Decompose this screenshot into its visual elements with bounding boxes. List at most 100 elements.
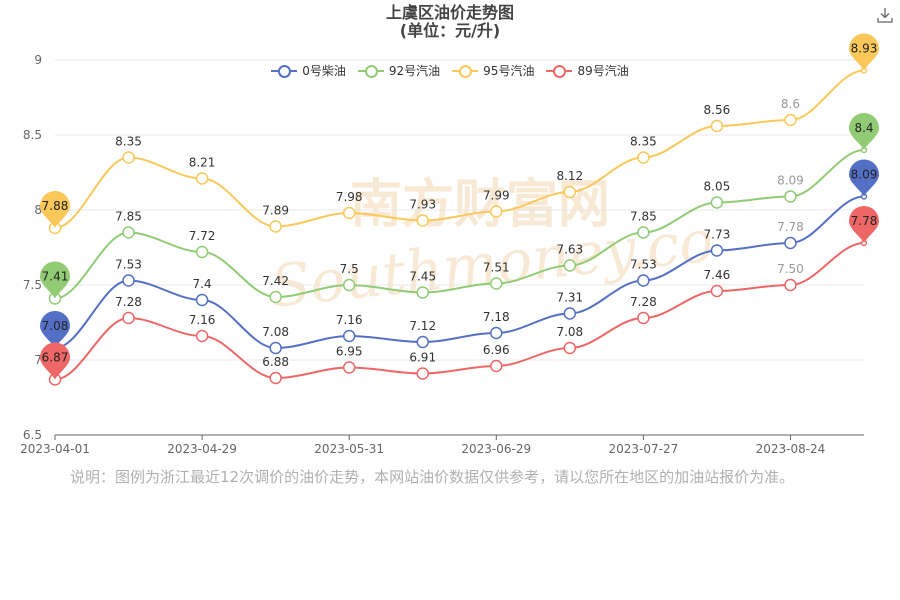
data-point (269, 341, 282, 355)
data-label: 6.91 (409, 351, 436, 365)
legend-item-3[interactable]: 89号汽油 (546, 62, 629, 79)
pin-shape (40, 191, 70, 228)
y-tick-label: 7.5 (23, 278, 42, 292)
data-point (122, 274, 135, 287)
data-point (416, 367, 429, 380)
data-label: 7.89 (262, 204, 289, 218)
legend-swatch (357, 64, 384, 78)
pin-label: 7.41 (42, 270, 69, 284)
y-tick-label: 8.5 (23, 128, 42, 142)
data-label: 7.85 (115, 210, 142, 224)
data-point (269, 290, 282, 304)
pin-label: 8.4 (854, 121, 873, 135)
data-point (563, 185, 577, 199)
pin-marker: 7.41 (40, 261, 70, 299)
x-tick-label: 2023-05-31 (314, 442, 384, 456)
data-label: 7.53 (115, 258, 142, 272)
data-label: 7.93 (409, 198, 436, 212)
data-point (637, 274, 650, 287)
data-point (416, 335, 429, 349)
data-label: 7.50 (777, 262, 804, 276)
pin-marker: 7.78 (849, 206, 879, 243)
pin-marker: 7.88 (40, 191, 70, 228)
legend-swatch (271, 64, 298, 78)
data-point (784, 236, 797, 250)
data-point (342, 278, 356, 292)
data-label: 8.09 (777, 174, 804, 188)
data-point (784, 278, 797, 292)
pin-shape (849, 159, 879, 197)
data-point (416, 286, 429, 299)
data-point (122, 151, 135, 164)
data-label: 6.95 (336, 345, 363, 359)
data-label: 7.42 (262, 274, 289, 288)
x-tick-label: 2023-08-24 (756, 442, 826, 456)
data-point (490, 205, 503, 218)
data-label: 6.88 (262, 355, 289, 369)
y-tick-label: 9 (34, 53, 42, 67)
y-tick-label: 7 (34, 353, 42, 367)
series-line-2 (54, 69, 865, 229)
data-label: 7.46 (704, 268, 731, 282)
legend-label: 0号柴油 (302, 64, 346, 78)
data-label: 7.16 (189, 313, 216, 327)
data-point (563, 259, 577, 272)
data-point (710, 284, 724, 298)
legend-item-1[interactable]: 92号汽油 (357, 62, 441, 79)
data-label: 8.56 (704, 103, 731, 117)
data-point (122, 311, 135, 325)
data-label: 7.72 (189, 229, 216, 243)
data-label: 8.05 (704, 180, 731, 194)
data-label: 7.31 (556, 291, 583, 305)
chart-title: 上虞区油价走势图 (385, 3, 514, 22)
data-label: 7.73 (704, 228, 731, 242)
data-point (637, 226, 650, 239)
data-label: 7.08 (262, 325, 289, 339)
data-point (710, 244, 724, 257)
download-icon[interactable] (876, 6, 894, 24)
data-label: 8.12 (556, 169, 583, 183)
pin-shape (849, 206, 879, 243)
data-label: 8.35 (630, 135, 657, 149)
pin-marker: 8.4 (849, 113, 879, 150)
data-label: 7.78 (777, 220, 804, 234)
legend-item-0[interactable]: 0号柴油 (271, 62, 346, 79)
data-point (563, 307, 577, 320)
chart-title-block: 上虞区油价走势图 (单位：元/升) (0, 4, 900, 40)
data-point (784, 190, 797, 203)
data-point (342, 361, 356, 374)
legend-label: 89号汽油 (577, 64, 629, 78)
pin-label: 7.78 (851, 214, 878, 228)
legend-item-2[interactable]: 95号汽油 (452, 62, 534, 79)
data-point (710, 119, 724, 133)
x-tick-label: 2023-04-29 (167, 442, 237, 456)
legend-label: 92号汽油 (388, 64, 441, 78)
data-label: 7.99 (483, 189, 510, 203)
pin-marker: 7.08 (40, 311, 70, 348)
data-label: 7.85 (630, 210, 657, 224)
series-line-0 (54, 195, 865, 350)
x-tick-label: 2023-06-29 (461, 442, 531, 456)
data-label: 7.45 (409, 270, 436, 284)
pin-label: 7.08 (42, 319, 69, 333)
data-point (342, 206, 356, 220)
data-label: 7.08 (556, 325, 583, 339)
data-label: 7.63 (556, 243, 583, 257)
data-point (195, 329, 209, 343)
pin-shape (849, 33, 879, 71)
data-point (269, 220, 282, 233)
data-point (490, 277, 503, 290)
data-point (195, 293, 209, 307)
data-label: 7.12 (409, 319, 436, 333)
pin-label: 8.09 (851, 168, 878, 182)
pin-marker: 6.87 (40, 342, 70, 380)
y-tick-label: 6.5 (23, 428, 42, 442)
data-point (195, 245, 209, 259)
data-label: 7.4 (193, 277, 212, 291)
legend-swatch (546, 64, 573, 78)
data-label: 8.21 (189, 156, 216, 170)
x-tick-label: 2023-04-01 (20, 442, 90, 456)
data-label: 7.53 (630, 258, 657, 272)
data-label: 7.5 (340, 262, 359, 276)
